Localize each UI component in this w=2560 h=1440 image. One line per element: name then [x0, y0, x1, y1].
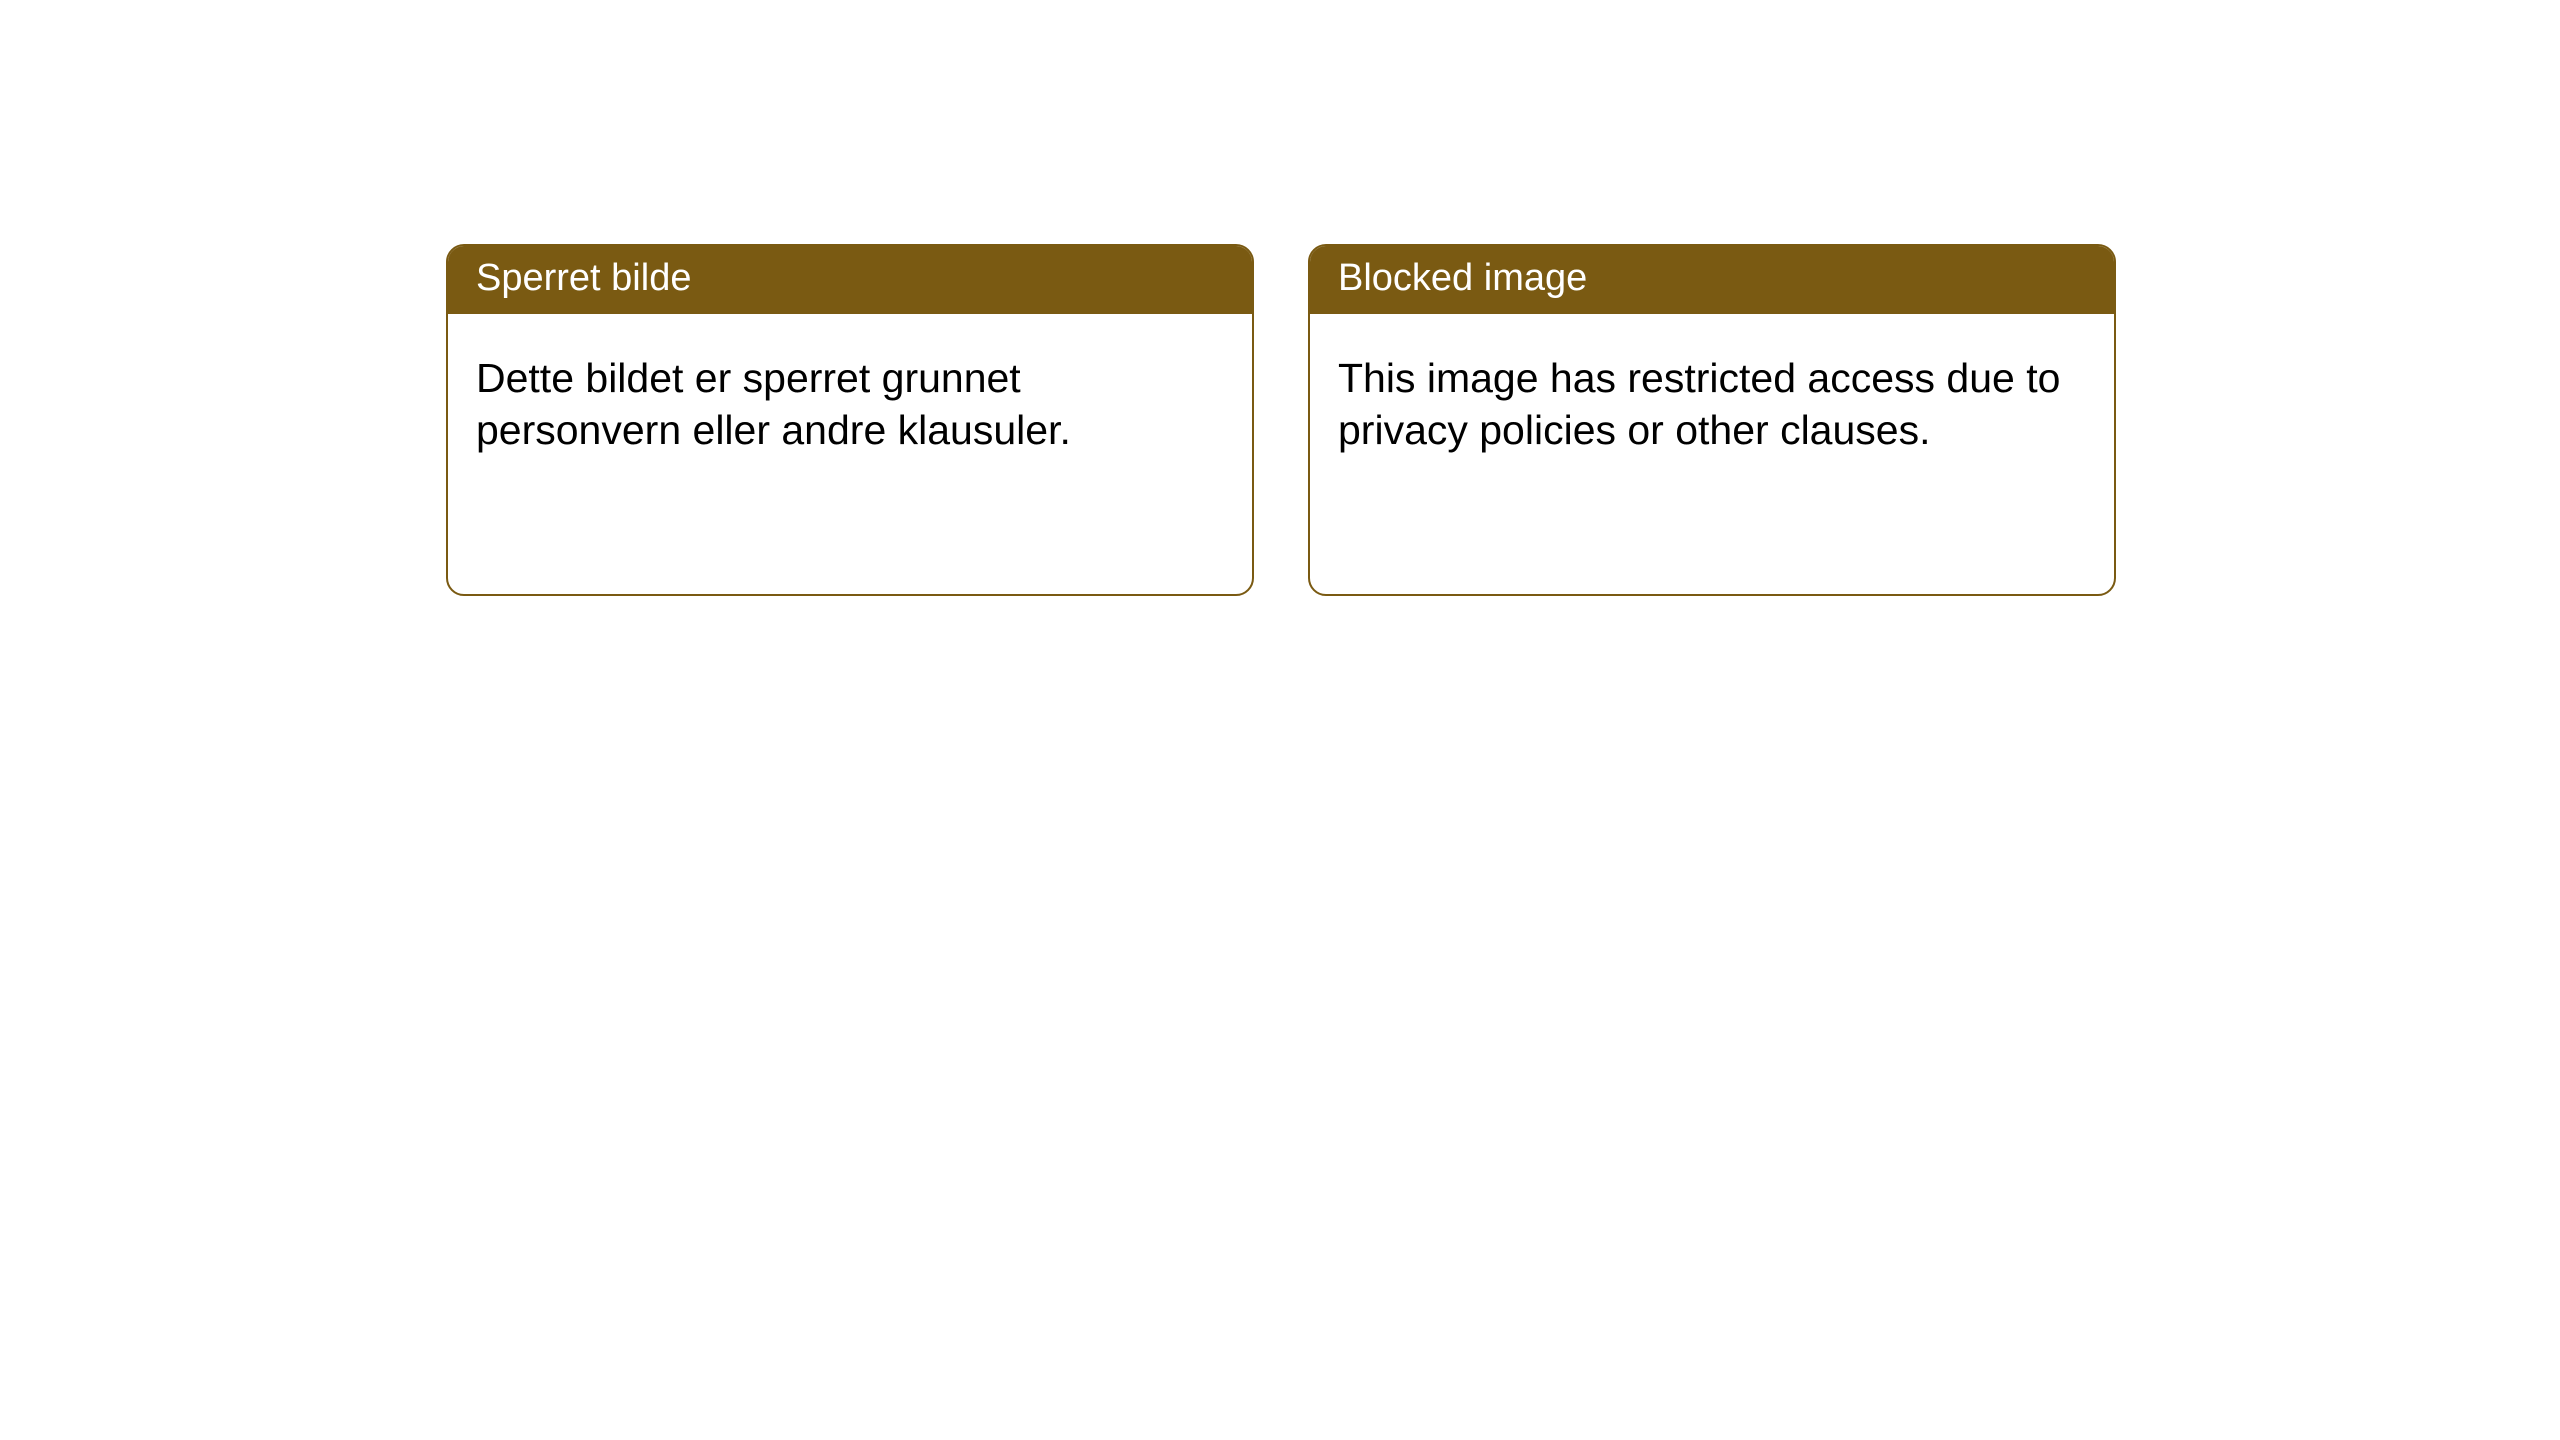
notice-card-english: Blocked image This image has restricted … — [1308, 244, 2116, 596]
notice-body-english: This image has restricted access due to … — [1310, 314, 2114, 594]
notice-body-norwegian: Dette bildet er sperret grunnet personve… — [448, 314, 1252, 594]
notice-title-norwegian: Sperret bilde — [448, 246, 1252, 314]
notice-container: Sperret bilde Dette bildet er sperret gr… — [0, 0, 2560, 596]
notice-title-english: Blocked image — [1310, 246, 2114, 314]
notice-card-norwegian: Sperret bilde Dette bildet er sperret gr… — [446, 244, 1254, 596]
